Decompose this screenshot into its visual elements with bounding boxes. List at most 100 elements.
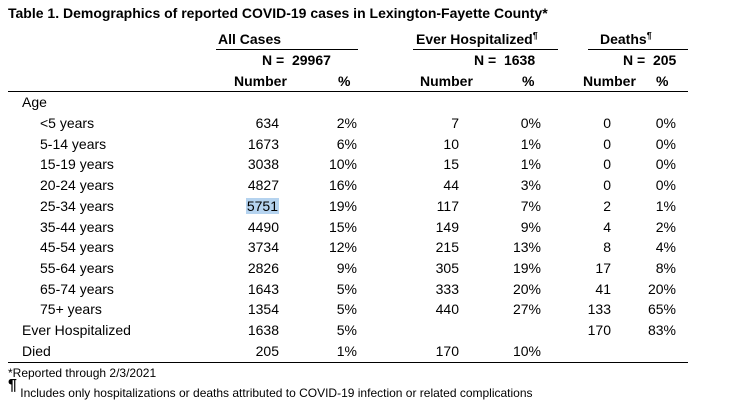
n-value: 29967: [291, 52, 331, 68]
row-label: Ever Hospitalized: [22, 322, 131, 338]
group-name-deaths: Deaths: [600, 31, 647, 47]
table-cell-c1: 4490: [247, 219, 279, 235]
section-label-age: Age: [22, 94, 47, 110]
table-cell-c2: 149: [435, 219, 459, 235]
table-cell-c3: 8: [603, 239, 611, 255]
table-cell-c1: 2826: [247, 260, 279, 276]
header-underline: [413, 49, 558, 50]
row-label: 15-19 years: [40, 156, 114, 172]
col-header-pct: %: [338, 73, 351, 89]
pilcrow-mark: ¶: [646, 30, 652, 41]
table-cell-p3: 0%: [655, 156, 676, 172]
table-cell-p2: 27%: [512, 301, 541, 317]
table-cell-p3: 0%: [655, 177, 676, 193]
n-value: 205: [652, 52, 677, 68]
col-header-number: Number: [234, 73, 287, 89]
table-cell-c3: 2: [603, 198, 611, 214]
table-cell-p3: 8%: [655, 260, 676, 276]
table-cell-c1: 634: [255, 115, 279, 131]
table-cell-p2: 9%: [520, 219, 541, 235]
table-cell-c1: 1638: [247, 322, 279, 338]
row-label: 25-34 years: [40, 198, 114, 214]
row-label: <5 years: [40, 115, 95, 131]
table-cell-c1: 5751: [245, 198, 279, 214]
table-cell-p1: 5%: [336, 281, 357, 297]
row-label: 45-54 years: [40, 239, 114, 255]
group-header-all-cases: All Cases: [218, 31, 281, 47]
table-cell-p3: 1%: [655, 198, 676, 214]
pilcrow-mark: ¶: [8, 377, 17, 394]
table-cell-c3: 17: [595, 260, 611, 276]
n-label: N =: [623, 52, 646, 68]
table-cell-p1: 10%: [328, 156, 357, 172]
table-title: Table 1. Demographics of reported COVID-…: [8, 5, 548, 21]
table-cell-p3: 65%: [647, 301, 676, 317]
table-cell-c2: 170: [435, 343, 459, 359]
group-name-all-cases: All Cases: [218, 31, 282, 47]
table-cell-c3: 133: [587, 301, 611, 317]
table-cell-p1: 5%: [336, 301, 357, 317]
table-cell-p2: 1%: [520, 136, 541, 152]
table-cell-c3: 0: [603, 136, 611, 152]
footnote-asterisk: *Reported through 2/3/2021: [8, 366, 157, 380]
table-cell-c1: 205: [255, 343, 279, 359]
table-cell-c2: 305: [435, 260, 459, 276]
table-cell-p3: 4%: [655, 239, 676, 255]
table-cell-p1: 15%: [328, 219, 357, 235]
table-cell-p2: 10%: [512, 343, 541, 359]
title-asterisk: *: [542, 5, 548, 21]
group-name-ever-hospitalized: Ever Hospitalized: [416, 31, 533, 47]
table-cell-p1: 19%: [328, 198, 357, 214]
table-cell-p3: 0%: [655, 136, 676, 152]
n-label-hospitalized: N = 1638: [474, 52, 535, 68]
footnote-pilcrow: ¶ Includes only hospitalizations or deat…: [8, 378, 533, 401]
row-label: 5-14 years: [40, 136, 107, 152]
table-cell-c3: 0: [603, 115, 611, 131]
table-cell-c2: 44: [443, 177, 459, 193]
header-underline: [588, 49, 688, 50]
group-header-deaths: Deaths¶: [600, 31, 652, 47]
table-cell-p3: 2%: [655, 219, 676, 235]
table-cell-c2: 117: [436, 198, 459, 214]
selected-cell-value[interactable]: 5751: [245, 198, 279, 214]
table-cell-c1: 1643: [247, 281, 279, 297]
n-label: N =: [474, 52, 497, 68]
table-cell-c2: 333: [435, 281, 459, 297]
table-cell-p2: 13%: [512, 239, 541, 255]
table-cell-c2: 7: [451, 115, 459, 131]
table-cell-p2: 19%: [512, 260, 541, 276]
table-cell-c2: 10: [443, 136, 459, 152]
n-value: 1638: [503, 52, 536, 68]
col-header-pct: %: [656, 73, 669, 89]
table-cell-c3: 170: [587, 322, 611, 338]
table-cell-c1: 1354: [247, 301, 279, 317]
table-cell-p2: 20%: [512, 281, 541, 297]
row-label: 75+ years: [40, 301, 102, 317]
col-header-number: Number: [583, 73, 636, 89]
table-cell-c3: 0: [603, 156, 611, 172]
table-cell-p2: 7%: [520, 198, 541, 214]
row-label: 65-74 years: [40, 281, 114, 297]
group-header-ever-hospitalized: Ever Hospitalized¶: [416, 31, 538, 47]
n-label-all-cases: N = 29967: [262, 52, 331, 68]
table-cell-p2: 0%: [520, 115, 541, 131]
table-cell-p1: 5%: [336, 322, 357, 338]
table-cell-p3: 0%: [655, 115, 676, 131]
table-cell-p3: 83%: [647, 322, 676, 338]
row-label: 35-44 years: [40, 219, 114, 235]
n-label-deaths: N = 205: [623, 52, 676, 68]
row-label: Died: [22, 343, 51, 359]
table-cell-p1: 12%: [328, 239, 357, 255]
n-label: N =: [262, 52, 285, 68]
table-cell-p3: 20%: [647, 281, 676, 297]
table-cell-p1: 9%: [336, 260, 357, 276]
table-cell-c3: 0: [603, 177, 611, 193]
footnote-pilcrow-text: Includes only hospitalizations or deaths…: [20, 386, 533, 400]
col-header-number: Number: [420, 73, 473, 89]
table-cell-p2: 3%: [520, 177, 541, 193]
table-cell-c2: 215: [435, 239, 459, 255]
header-rule: [8, 91, 688, 92]
table-cell-c1: 3734: [247, 239, 279, 255]
table-cell-c3: 41: [595, 281, 611, 297]
col-header-pct: %: [522, 73, 535, 89]
